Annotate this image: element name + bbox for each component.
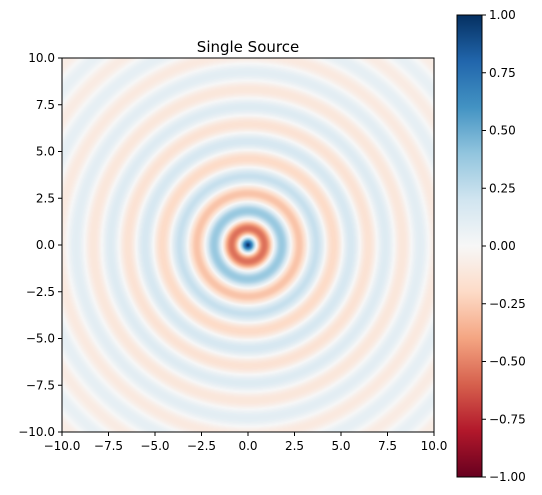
x-tick-label: −7.5 (94, 439, 123, 453)
colorbar-tick-label: 0.75 (489, 66, 516, 80)
y-tick-label: −2.5 (26, 285, 55, 299)
colorbar-tick-label: 0.00 (489, 239, 516, 253)
colorbar-tick-label: −0.25 (489, 297, 526, 311)
y-tick-label: −7.5 (26, 378, 55, 392)
y-tick-label: 0.0 (36, 238, 55, 252)
x-tick-label: 10.0 (421, 439, 448, 453)
heatmap-image (62, 58, 434, 432)
x-tick-label: 5.0 (331, 439, 350, 453)
y-tick-label: −10.0 (18, 425, 55, 439)
x-tick-label: −10.0 (44, 439, 81, 453)
y-tick-label: 10.0 (28, 51, 55, 65)
x-axis: −10.0 −7.5 −5.0 −2.5 0.0 2.5 5.0 7.5 10.0 (44, 432, 448, 453)
x-tick-label: 7.5 (378, 439, 397, 453)
colorbar-tick-label: 0.50 (489, 124, 516, 138)
x-tick-label: 2.5 (285, 439, 304, 453)
y-tick-label: 2.5 (36, 191, 55, 205)
colorbar-axis: 1.00 0.75 0.50 0.25 0.00 −0.25 −0.50 −0.75 −1.00 (482, 8, 526, 484)
x-tick-label: 0.0 (238, 439, 257, 453)
colorbar (456, 14, 483, 478)
plot-area (62, 58, 434, 432)
x-tick-label: −5.0 (140, 439, 169, 453)
colorbar-tick-label: −0.75 (489, 412, 526, 426)
x-tick-label: −2.5 (187, 439, 216, 453)
colorbar-tick-label: 1.00 (489, 8, 516, 22)
y-axis: 10.0 7.5 5.0 2.5 0.0 −2.5 −5.0 −7.5 −10.0 (18, 51, 62, 439)
y-tick-label: 5.0 (36, 145, 55, 159)
colorbar-tick-label: 0.25 (489, 181, 516, 195)
y-tick-label: 7.5 (36, 98, 55, 112)
colorbar-tick-label: −0.50 (489, 355, 526, 369)
y-tick-label: −5.0 (26, 332, 55, 346)
colorbar-tick-label: −1.00 (489, 470, 526, 484)
chart-title: Single Source (197, 38, 299, 56)
